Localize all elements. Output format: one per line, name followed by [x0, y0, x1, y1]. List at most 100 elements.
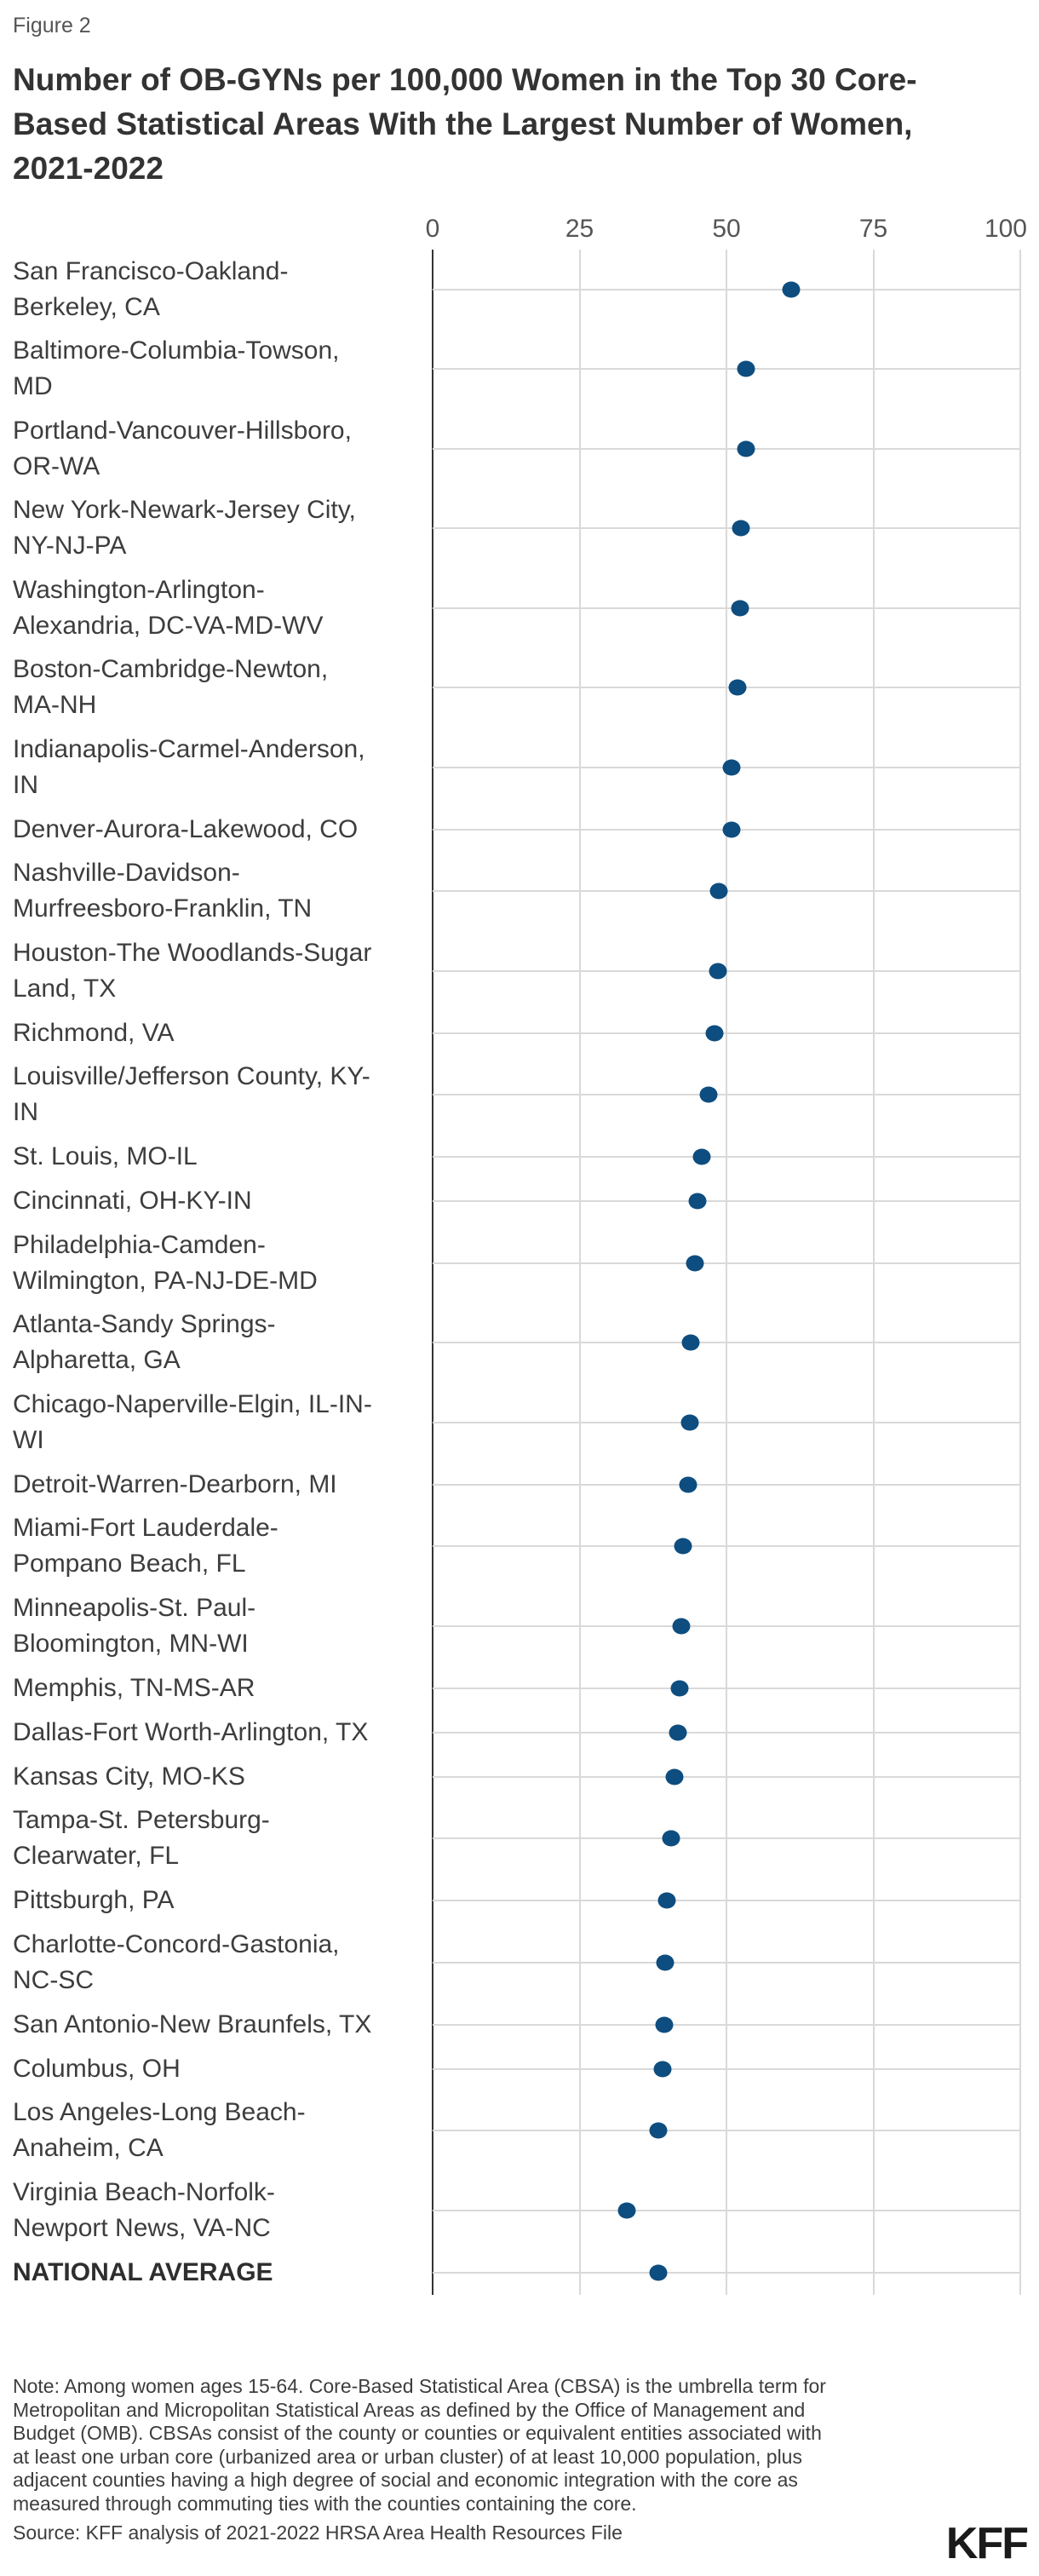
- row-gridline: [433, 1262, 1020, 1264]
- gridline-50: [726, 250, 727, 2295]
- data-point-dot: [731, 600, 749, 617]
- category-label: Columbus, OH: [13, 2054, 181, 2083]
- row-gridline: [433, 1961, 1020, 1964]
- data-point-dot: [686, 1255, 704, 1272]
- category-label: Kansas City, MO-KS: [13, 1762, 245, 1791]
- row-gridline: [433, 1032, 1020, 1034]
- chart-row: Virginia Beach-Norfolk- Newport News, VA…: [0, 2171, 1039, 2251]
- chart-row: Minneapolis-St. Paul- Bloomington, MN-WI: [0, 1586, 1039, 1666]
- chart-row: Washington-Arlington- Alexandria, DC-VA-…: [0, 568, 1039, 648]
- row-gridline: [433, 687, 1020, 689]
- category-label: Chicago-Naperville-Elgin, IL-IN- WI: [13, 1389, 372, 1454]
- chart-row: Portland-Vancouver-Hillsboro, OR-WA: [0, 409, 1039, 489]
- data-point-dot: [681, 1334, 700, 1351]
- gridline-75: [872, 250, 875, 2295]
- chart-row: Louisville/Jefferson County, KY- IN: [0, 1055, 1039, 1136]
- category-label: Denver-Aurora-Lakewood, CO: [13, 814, 359, 843]
- category-label: Atlanta-Sandy Springs- Alpharetta, GA: [13, 1310, 276, 1375]
- data-point-dot: [737, 360, 755, 377]
- gridline-25: [578, 250, 581, 2295]
- category-label: Tampa-St. Petersburg- Clearwater, FL: [13, 1806, 270, 1871]
- chart-row: Columbus, OH: [0, 2047, 1039, 2091]
- data-point-dot: [669, 1724, 687, 1740]
- category-label: Charlotte-Concord-Gastonia, NC-SC: [13, 1929, 340, 1994]
- row-gridline: [433, 1775, 1020, 1778]
- category-label: San Francisco-Oakland- Berkeley, CA: [13, 256, 289, 321]
- category-label: Memphis, TN-MS-AR: [13, 1673, 255, 1702]
- row-gridline: [433, 1421, 1020, 1423]
- category-label: Washington-Arlington- Alexandria, DC-VA-…: [13, 575, 324, 640]
- chart-row: New York-Newark-Jersey City, NY-NJ-PA: [0, 489, 1039, 569]
- category-label: Cincinnati, OH-KY-IN: [13, 1187, 252, 1215]
- category-label: Philadelphia-Camden- Wilmington, PA-NJ-D…: [13, 1230, 318, 1295]
- chart-row: San Francisco-Oakland- Berkeley, CA: [0, 250, 1039, 330]
- chart-row: Cincinnati, OH-KY-IN: [0, 1179, 1039, 1223]
- data-point-dot: [672, 1618, 691, 1635]
- data-point-dot: [709, 963, 727, 980]
- data-point-dot: [670, 1680, 689, 1696]
- row-gridline: [433, 1483, 1020, 1486]
- data-point-dot: [655, 2016, 674, 2033]
- data-point-dot: [653, 2061, 672, 2077]
- chart-row: Memphis, TN-MS-AR: [0, 1666, 1039, 1711]
- row-gridline: [433, 368, 1020, 371]
- data-point-dot: [722, 759, 741, 776]
- data-point-dot: [662, 1830, 680, 1847]
- chart-row: NATIONAL AVERAGE: [0, 2251, 1039, 2295]
- category-label: Pittsburgh, PA: [13, 1886, 175, 1914]
- chart-row: Baltimore-Columbia-Towson, MD: [0, 330, 1039, 410]
- data-point-dot: [665, 1768, 684, 1785]
- row-gridline: [433, 2023, 1020, 2026]
- chart-row: Nashville-Davidson- Murfreesboro-Frankli…: [0, 852, 1039, 932]
- figure-number-label: Figure 2: [13, 14, 91, 37]
- row-gridline: [433, 1731, 1020, 1734]
- data-point-dot: [674, 1538, 692, 1555]
- category-label: Dallas-Fort Worth-Arlington, TX: [13, 1717, 369, 1746]
- data-point-dot: [699, 1086, 718, 1103]
- category-label: Detroit-Warren-Dearborn, MI: [13, 1469, 337, 1498]
- row-gridline: [433, 527, 1020, 530]
- data-point-dot: [728, 679, 747, 696]
- gridline-100: [1019, 250, 1021, 2295]
- chart-row: Miami-Fort Lauderdale- Pompano Beach, FL: [0, 1507, 1039, 1587]
- row-gridline: [433, 1342, 1020, 1344]
- category-label: Baltimore-Columbia-Towson, MD: [13, 336, 340, 401]
- category-label: San Antonio-New Braunfels, TX: [13, 2010, 372, 2038]
- data-point-dot: [680, 1414, 699, 1431]
- category-label: Louisville/Jefferson County, KY- IN: [13, 1062, 370, 1127]
- data-point-dot: [692, 1148, 711, 1165]
- data-point-dot: [782, 281, 801, 298]
- data-point-dot: [679, 1476, 697, 1492]
- data-point-dot: [709, 883, 728, 900]
- category-label: Nashville-Davidson- Murfreesboro-Frankli…: [13, 859, 313, 923]
- chart-row: Charlotte-Concord-Gastonia, NC-SC: [0, 1923, 1039, 2003]
- x-tick-label-50: 50: [712, 215, 741, 243]
- data-point-dot: [688, 1193, 707, 1210]
- x-tick-label-0: 0: [425, 215, 440, 243]
- data-point-dot: [732, 520, 750, 537]
- row-gridline: [433, 1687, 1020, 1689]
- x-tick-label-75: 75: [858, 215, 888, 243]
- footnote: Note: Among women ages 15-64. Core-Based…: [13, 2375, 826, 2515]
- category-label: Los Angeles-Long Beach- Anaheim, CA: [13, 2098, 306, 2163]
- chart-row: Kansas City, MO-KS: [0, 1755, 1039, 1799]
- chart-row: San Antonio-New Braunfels, TX: [0, 2003, 1039, 2047]
- data-point-dot: [657, 1892, 676, 1909]
- row-gridline: [433, 1837, 1020, 1840]
- row-gridline: [433, 2271, 1020, 2274]
- chart-row: Pittsburgh, PA: [0, 1878, 1039, 1923]
- plot-rows: San Francisco-Oakland- Berkeley, CA Balti…: [0, 250, 1039, 2295]
- chart-row: Indianapolis-Carmel-Anderson, IN: [0, 727, 1039, 808]
- category-label: Boston-Cambridge-Newton, MA-NH: [13, 655, 329, 720]
- row-gridline: [433, 1624, 1020, 1627]
- chart-row: St. Louis, MO-IL: [0, 1135, 1039, 1179]
- data-point-dot: [649, 2264, 668, 2280]
- chart-row: Detroit-Warren-Dearborn, MI: [0, 1463, 1039, 1507]
- category-label: New York-Newark-Jersey City, NY-NJ-PA: [13, 496, 356, 561]
- row-gridline: [433, 2130, 1020, 2132]
- vertical-gridlines: [0, 250, 1039, 2295]
- row-gridline: [433, 2209, 1020, 2211]
- row-gridline: [433, 1900, 1020, 1901]
- source-line: Source: KFF analysis of 2021-2022 HRSA A…: [13, 2521, 623, 2544]
